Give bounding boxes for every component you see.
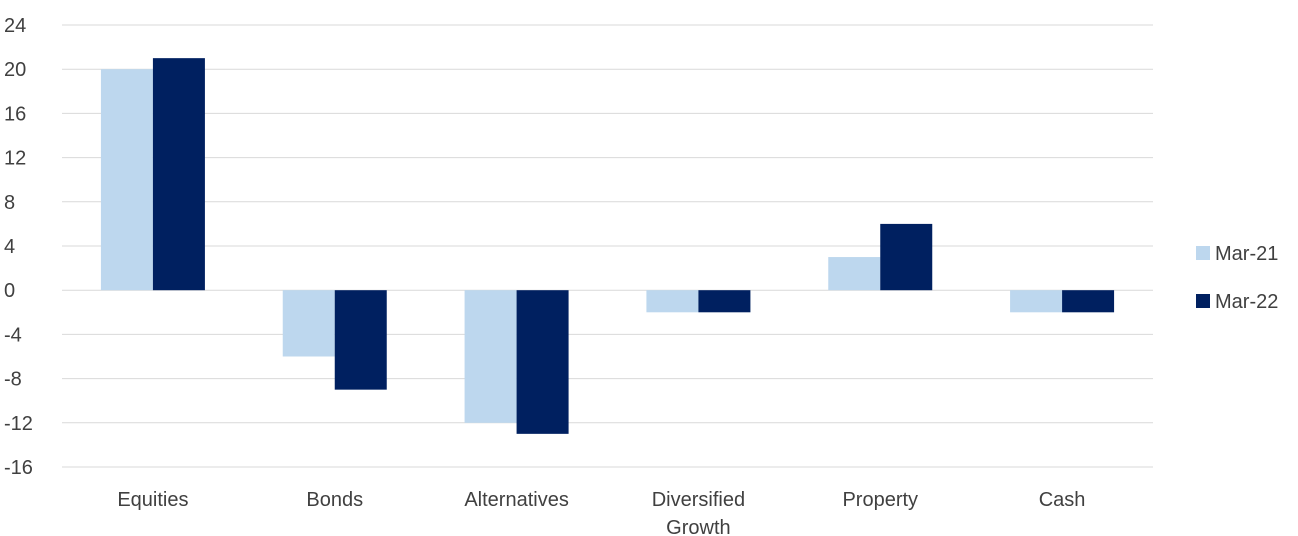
legend-swatch-mar-22 bbox=[1196, 294, 1210, 308]
bar-mar-21-1 bbox=[282, 290, 335, 357]
bar-mar-22-1 bbox=[334, 290, 387, 390]
y-tick-label: 24 bbox=[4, 15, 26, 37]
x-category-label: Diversified bbox=[652, 489, 745, 511]
x-category-label: Alternatives bbox=[464, 489, 569, 511]
bar-mar-21-2 bbox=[464, 290, 517, 423]
y-tick-label: 16 bbox=[4, 103, 26, 125]
x-category-label: Bonds bbox=[306, 489, 363, 511]
x-category-label: Cash bbox=[1039, 489, 1086, 511]
bar-mar-22-0 bbox=[152, 58, 205, 291]
bar-mar-21-5 bbox=[1010, 290, 1063, 313]
y-tick-label: -4 bbox=[4, 324, 22, 346]
bar-mar-22-4 bbox=[880, 223, 933, 291]
bars bbox=[100, 58, 1115, 434]
y-tick-label: -8 bbox=[4, 369, 22, 391]
x-category-label: Growth bbox=[666, 517, 730, 536]
bar-mar-22-2 bbox=[516, 290, 569, 434]
x-axis-labels: Equities Bonds Alternatives Diversified Grow… bbox=[117, 489, 1085, 536]
y-tick-label: 20 bbox=[4, 59, 26, 81]
y-tick-label: 8 bbox=[4, 192, 15, 214]
legend-label: Mar-21 bbox=[1215, 243, 1278, 265]
legend-swatch-mar-21 bbox=[1196, 246, 1210, 260]
legend-label: Mar-22 bbox=[1215, 291, 1278, 313]
legend: Mar-21 Mar-22 bbox=[1196, 243, 1278, 313]
bar-mar-21-0 bbox=[100, 69, 153, 291]
y-axis-ticks: 24 20 16 12 8 4 0 -4 -8 -12 -16 bbox=[4, 15, 33, 479]
x-category-label: Equities bbox=[117, 489, 188, 511]
y-tick-label: 4 bbox=[4, 236, 15, 258]
y-tick-label: 0 bbox=[4, 280, 15, 302]
bar-mar-21-3 bbox=[646, 290, 699, 313]
bar-mar-21-4 bbox=[828, 257, 881, 291]
y-tick-label: 12 bbox=[4, 148, 26, 170]
y-tick-label: -12 bbox=[4, 413, 33, 435]
bar-mar-22-5 bbox=[1062, 290, 1115, 313]
gridlines bbox=[62, 24, 1153, 468]
bar-mar-22-3 bbox=[698, 290, 751, 313]
y-tick-label: -16 bbox=[4, 457, 33, 479]
x-category-label: Property bbox=[842, 489, 918, 511]
